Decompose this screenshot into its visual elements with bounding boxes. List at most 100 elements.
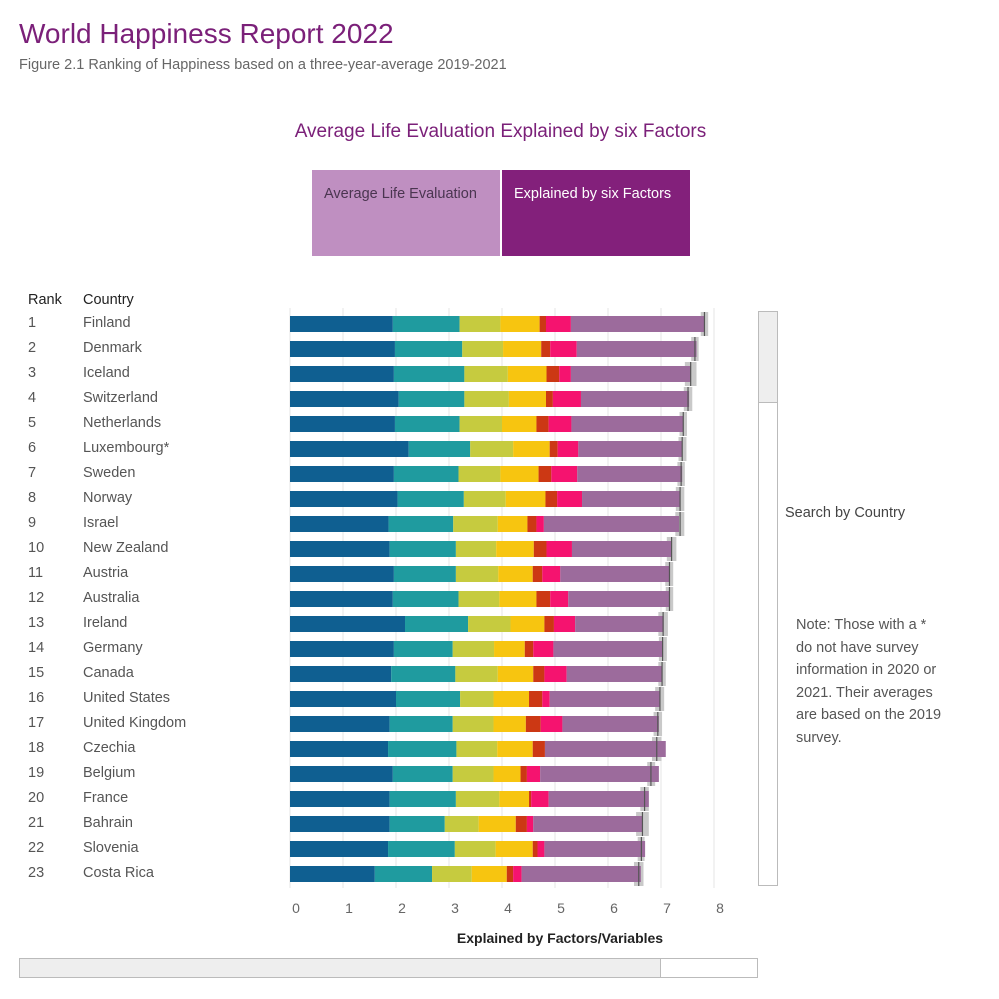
bar-segment (515, 816, 527, 832)
bar-segment (290, 616, 406, 632)
bar-segment (497, 516, 528, 532)
bar-segment (498, 566, 533, 582)
rank-label: 7 (28, 465, 37, 481)
legend-explained-by-six-factors[interactable]: Explained by six Factors (502, 170, 690, 256)
bar-segment (493, 766, 521, 782)
bar-segment (521, 866, 641, 882)
bar-segment (546, 541, 572, 557)
country-label[interactable]: Ireland (83, 615, 128, 631)
bar-segment (548, 791, 649, 807)
bar-segment (290, 741, 389, 757)
bar-segment (290, 441, 409, 457)
bar-segment (394, 341, 463, 357)
bar-segment (458, 591, 500, 607)
bar-segment (468, 616, 511, 632)
bar-segment (533, 541, 547, 557)
bar-segment (546, 366, 560, 382)
bar-segment (290, 316, 393, 332)
rank-label: 14 (28, 640, 45, 656)
x-tick-label: 7 (663, 900, 671, 916)
page-title: World Happiness Report 2022 (19, 18, 394, 49)
bar-segment (393, 566, 456, 582)
bar-segment (290, 541, 390, 557)
country-label[interactable]: New Zealand (83, 540, 169, 556)
country-label[interactable]: Norway (83, 490, 133, 506)
bar-segment (576, 341, 697, 357)
country-label[interactable]: Czechia (83, 740, 136, 756)
country-label[interactable]: Netherlands (83, 415, 162, 431)
bar-segment (542, 566, 561, 582)
bar-segment (505, 491, 546, 507)
bar-segment (397, 491, 464, 507)
bar-segment (526, 816, 534, 832)
x-tick-label: 3 (451, 900, 459, 916)
bar-segment (452, 766, 494, 782)
bar-segment (290, 416, 395, 432)
bar-segment (500, 466, 539, 482)
country-label[interactable]: Canada (83, 665, 134, 681)
bar-segment (552, 391, 581, 407)
bar-segment (545, 391, 553, 407)
country-label[interactable]: Australia (83, 590, 140, 606)
bar-segment (548, 416, 572, 432)
country-label[interactable]: Germany (83, 640, 143, 656)
horizontal-scrollbar[interactable] (19, 958, 758, 978)
bar-segment (389, 816, 445, 832)
rank-label: 23 (28, 865, 45, 881)
bar-segment (566, 666, 663, 682)
bar-segment (529, 791, 532, 807)
bar-segment (544, 666, 567, 682)
country-label[interactable]: Israel (83, 515, 119, 531)
bar-segment (502, 416, 537, 432)
country-label[interactable]: Sweden (83, 465, 136, 481)
bar-segment (471, 866, 507, 882)
bar-segment (513, 441, 550, 457)
bar-segment (527, 516, 537, 532)
bar-segment (391, 666, 456, 682)
bar-segment (393, 466, 459, 482)
bar-segment (541, 341, 551, 357)
country-label[interactable]: Denmark (83, 340, 142, 356)
bar-segment (290, 766, 393, 782)
legend-average-life-evaluation[interactable]: Average Life Evaluation (312, 170, 500, 256)
country-label[interactable]: Switzerland (83, 390, 158, 406)
country-label[interactable]: Luxembourg* (83, 440, 170, 456)
bar-segment (582, 491, 680, 507)
country-column-header: Country (83, 292, 134, 308)
bar-segment (455, 666, 498, 682)
country-label[interactable]: Belgium (83, 765, 136, 781)
bar-segment (398, 391, 465, 407)
bar-segment (389, 541, 456, 557)
bar-segment (553, 616, 576, 632)
rank-label: 5 (28, 415, 37, 431)
bar-segment (550, 341, 577, 357)
bar-segment (508, 391, 546, 407)
country-label[interactable]: Slovenia (83, 840, 139, 856)
country-label[interactable]: Austria (83, 565, 129, 581)
country-label[interactable]: Finland (83, 315, 131, 331)
x-tick-label: 5 (557, 900, 565, 916)
bar-segment (290, 816, 390, 832)
rank-label: 17 (28, 715, 45, 731)
rank-label: 3 (28, 365, 37, 381)
horizontal-scrollbar-thumb[interactable] (20, 959, 661, 977)
bar-segment (545, 316, 571, 332)
country-label[interactable]: Bahrain (83, 815, 133, 831)
search-by-country-label[interactable]: Search by Country (785, 505, 906, 521)
bar-segment (432, 866, 472, 882)
vertical-scrollbar-thumb[interactable] (759, 312, 777, 403)
bar-segment (497, 666, 534, 682)
rank-label: 4 (28, 390, 37, 406)
vertical-scrollbar[interactable] (758, 311, 778, 886)
country-label[interactable]: France (83, 790, 129, 806)
country-label[interactable]: Costa Rica (83, 865, 154, 881)
bar-segment (456, 741, 498, 757)
rank-label: 19 (28, 765, 45, 781)
country-label[interactable]: United States (83, 690, 171, 706)
bar-segment (452, 641, 495, 657)
country-label[interactable]: Iceland (83, 365, 130, 381)
bar-segment (544, 841, 646, 857)
rank-label: 1 (28, 315, 37, 331)
bar-segment (570, 366, 691, 382)
country-label[interactable]: United Kingdom (83, 715, 187, 731)
